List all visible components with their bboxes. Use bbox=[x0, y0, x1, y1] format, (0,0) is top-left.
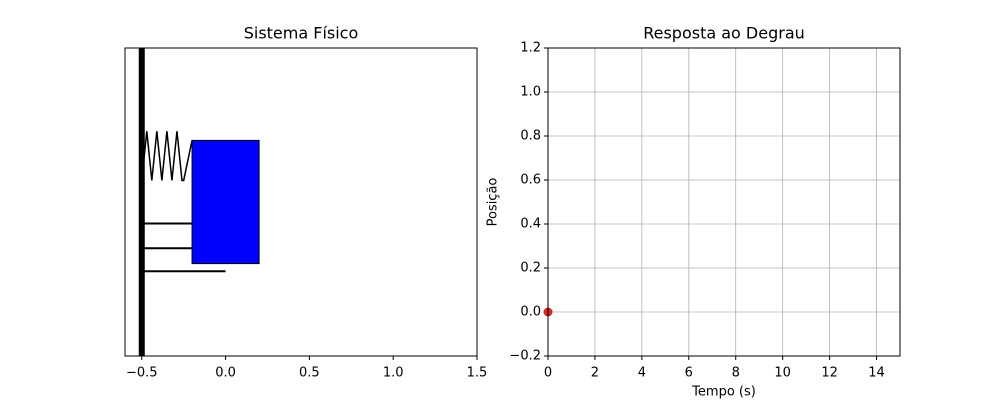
x-tick-label: 10 bbox=[774, 366, 791, 381]
y-tick-label: 0.4 bbox=[520, 217, 541, 232]
mass bbox=[191, 139, 260, 265]
spring bbox=[141, 131, 193, 182]
axes-frame bbox=[124, 47, 478, 357]
y-tick-label: 0.0 bbox=[520, 305, 541, 320]
x-tick-label: 1.0 bbox=[383, 366, 404, 381]
x-tick-label: 0 bbox=[544, 366, 552, 381]
y-tick-label: 1.2 bbox=[520, 41, 541, 56]
x-tick-label: 6 bbox=[685, 366, 693, 381]
x-tick-label: 12 bbox=[821, 366, 838, 381]
x-tick-label: −0.5 bbox=[126, 366, 158, 381]
x-tick-label: 2 bbox=[591, 366, 599, 381]
chart-title: Resposta ao Degrau bbox=[643, 24, 805, 43]
x-tick-label: 8 bbox=[732, 366, 740, 381]
y-tick-label: 1.0 bbox=[520, 85, 541, 100]
x-tick-label: 4 bbox=[638, 366, 646, 381]
axes-frame bbox=[547, 47, 901, 357]
y-tick-label: 0.8 bbox=[520, 129, 541, 144]
x-tick-label: 0.0 bbox=[215, 366, 236, 381]
chart-title: Sistema Físico bbox=[244, 24, 359, 43]
x-tick-label: 0.5 bbox=[299, 366, 320, 381]
x-tick-label: 1.5 bbox=[467, 366, 488, 381]
y-tick-label: −0.2 bbox=[509, 349, 541, 364]
x-tick-label: 14 bbox=[868, 366, 885, 381]
y-axis-label: Posição bbox=[486, 178, 501, 227]
y-tick-label: 0.2 bbox=[520, 261, 541, 276]
y-tick-label: 0.6 bbox=[520, 173, 541, 188]
x-axis-label: Tempo (s) bbox=[691, 385, 756, 400]
